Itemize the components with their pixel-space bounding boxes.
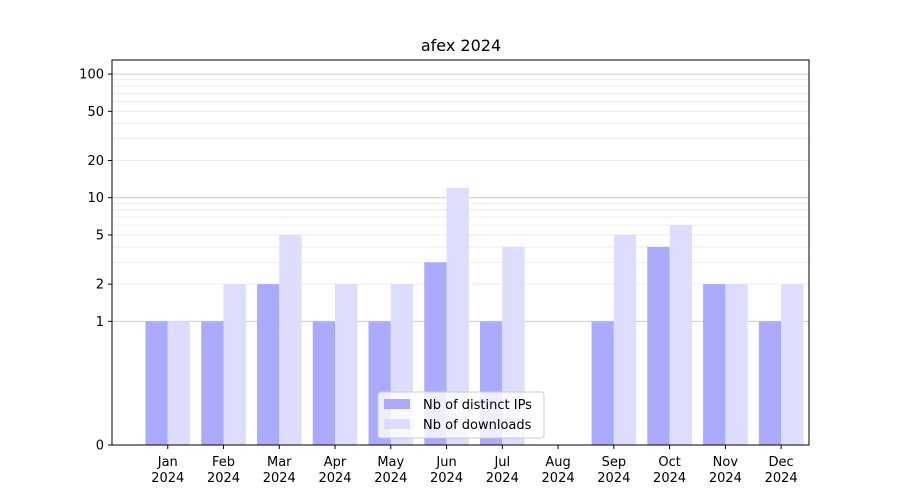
- x-tick-label-year: 2024: [542, 471, 575, 486]
- y-tick-label: 1: [96, 315, 104, 330]
- x-tick-label-year: 2024: [263, 471, 296, 486]
- legend-label: Nb of distinct IPs: [423, 398, 532, 413]
- legend-swatch: [384, 399, 410, 409]
- y-tick-label: 10: [87, 191, 104, 206]
- legend-label: Nb of downloads: [423, 418, 532, 433]
- y-tick-label: 2: [96, 278, 104, 293]
- bar-downloads-dec: [781, 284, 804, 445]
- y-tick-label: 20: [87, 154, 104, 169]
- x-tick-label-month: Jun: [435, 455, 456, 470]
- x-tick-label-year: 2024: [430, 471, 463, 486]
- x-tick-label-month: Jan: [157, 455, 178, 470]
- bar-downloads-jun: [446, 187, 469, 445]
- chart-title: afex 2024: [421, 36, 501, 55]
- bar-ips-sep: [591, 321, 614, 445]
- y-axis: 0 1 2 5 10 20 50 100: [79, 68, 112, 454]
- x-tick-label-month: Sep: [602, 455, 627, 470]
- legend: Nb of distinct IPs Nb of downloads: [377, 391, 545, 439]
- x-tick-label-year: 2024: [486, 471, 519, 486]
- x-tick-label-year: 2024: [597, 471, 630, 486]
- x-tick-label-month: Feb: [212, 455, 235, 470]
- x-tick-label-year: 2024: [653, 471, 686, 486]
- x-tick-label-year: 2024: [374, 471, 407, 486]
- x-tick-label-year: 2024: [318, 471, 351, 486]
- bar-ips-jan: [145, 321, 168, 445]
- bar-ips-mar: [256, 284, 280, 445]
- x-tick-label-month: Apr: [324, 455, 347, 470]
- bar-downloads-oct: [669, 225, 692, 445]
- x-tick-label-month: Aug: [545, 455, 570, 470]
- bar-downloads-nov: [725, 284, 748, 445]
- x-tick-label-month: Mar: [267, 455, 292, 470]
- bar-ips-nov: [703, 284, 726, 445]
- bar-ips-apr: [312, 321, 336, 445]
- legend-box: [377, 391, 545, 439]
- y-tick-label: 0: [96, 439, 104, 454]
- x-axis: Jan2024Feb2024Mar2024Apr2024May2024Jun20…: [151, 445, 798, 486]
- bar-downloads-apr: [335, 284, 358, 445]
- x-tick-label-month: Jul: [493, 455, 510, 470]
- x-tick-label-month: May: [377, 455, 404, 470]
- x-tick-label-month: Dec: [769, 455, 794, 470]
- x-tick-label-month: Nov: [713, 455, 739, 470]
- y-tick-label: 100: [79, 68, 104, 83]
- x-tick-label-month: Oct: [658, 455, 680, 470]
- bar-downloads-feb: [223, 284, 246, 445]
- bar-ips-dec: [758, 321, 782, 445]
- bar-ips-feb: [201, 321, 224, 445]
- bar-downloads-mar: [279, 234, 302, 445]
- bar-downloads-sep: [613, 234, 637, 445]
- bar-ips-oct: [647, 246, 670, 445]
- x-tick-label-year: 2024: [207, 471, 240, 486]
- bar-downloads-jan: [167, 321, 191, 445]
- plot-frame: [111, 59, 810, 446]
- y-tick-label: 5: [96, 228, 104, 243]
- x-tick-label-year: 2024: [151, 471, 184, 486]
- legend-swatch: [384, 419, 410, 429]
- y-tick-label: 50: [87, 105, 104, 120]
- x-tick-label-year: 2024: [765, 471, 798, 486]
- x-tick-label-year: 2024: [709, 471, 742, 486]
